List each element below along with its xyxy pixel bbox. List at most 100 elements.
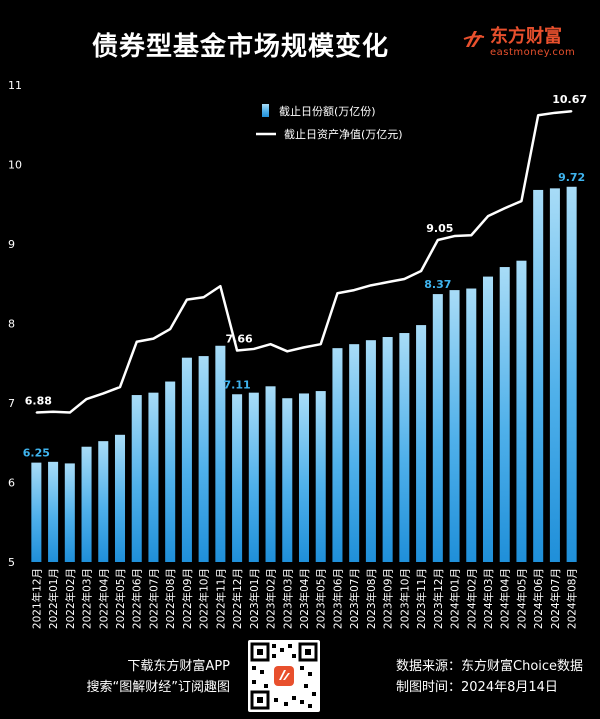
bar-30 bbox=[533, 189, 544, 562]
bar-25 bbox=[449, 290, 460, 562]
bar-28 bbox=[499, 267, 510, 562]
bond-fund-chart: 5 6 7 8 9 10 11 2021年12月 2022年01月 2022年02月 2022年0… bbox=[8, 79, 587, 629]
bar-15 bbox=[282, 398, 293, 562]
bar-21 bbox=[382, 337, 393, 562]
bar-value-label: 9.72 bbox=[558, 171, 585, 184]
line-point-2 bbox=[69, 411, 71, 414]
chart-title: 债券型基金市场规模变化 bbox=[92, 32, 390, 62]
line-point-31 bbox=[554, 112, 556, 114]
line-point-8 bbox=[169, 328, 171, 330]
footer-date-text: 制图时间：2024年8月14日 bbox=[396, 680, 558, 695]
bar-3 bbox=[81, 446, 92, 562]
qr-code bbox=[248, 640, 320, 712]
x-tick-label: 2022年10月 bbox=[198, 568, 211, 629]
line-point-1 bbox=[52, 410, 54, 413]
line-point-32 bbox=[570, 110, 573, 113]
bar-14 bbox=[265, 386, 276, 562]
bar-11 bbox=[215, 345, 226, 562]
footer-left: 下载东方财富APP 搜索“图解财经”订阅趣图 bbox=[50, 656, 230, 698]
x-axis: 2021年12月 2022年01月 2022年02月 2022年03月 2022年04月… bbox=[30, 568, 578, 629]
line-point-26 bbox=[470, 234, 473, 237]
bar-27 bbox=[482, 276, 494, 562]
bar-7 bbox=[148, 392, 159, 562]
line-point-7 bbox=[152, 337, 155, 340]
line-point-24 bbox=[437, 239, 439, 241]
bar-value-label: 6.25 bbox=[23, 447, 50, 460]
y-tick-label: 11 bbox=[8, 79, 22, 92]
line-series bbox=[35, 109, 573, 414]
bar-18 bbox=[332, 348, 343, 562]
x-tick-label: 2024年04月 bbox=[499, 568, 512, 629]
footer-download-text: 下载东方财富APP bbox=[127, 659, 230, 674]
line-point-15 bbox=[286, 350, 289, 353]
line-point-25 bbox=[453, 235, 456, 237]
bar-5 bbox=[114, 434, 126, 562]
x-tick-label: 2023年10月 bbox=[398, 568, 411, 629]
x-tick-label: 2022年06月 bbox=[131, 568, 144, 629]
line-value-label: 7.66 bbox=[226, 333, 253, 346]
x-tick-label: 2022年04月 bbox=[97, 568, 110, 629]
x-tick-label: 2023年08月 bbox=[365, 568, 378, 629]
x-tick-label: 2022年01月 bbox=[47, 568, 60, 629]
line-point-17 bbox=[319, 343, 322, 345]
bar-8 bbox=[165, 381, 176, 562]
bar-6 bbox=[131, 395, 142, 562]
x-tick-label: 2023年01月 bbox=[248, 568, 261, 629]
y-tick-label: 10 bbox=[8, 159, 22, 172]
x-tick-label: 2022年12月 bbox=[231, 568, 244, 629]
x-tick-label: 2022年08月 bbox=[164, 568, 177, 629]
line-point-13 bbox=[253, 348, 255, 350]
x-tick-label: 2022年03月 bbox=[81, 568, 94, 629]
line-point-3 bbox=[85, 398, 88, 400]
y-tick-label: 8 bbox=[8, 318, 15, 331]
x-tick-label: 2022年09月 bbox=[181, 568, 194, 629]
line-point-11 bbox=[219, 285, 222, 287]
value-labels: 6.25 7.11 8.37 9.72 6.88 7.66 9.05 10.67 bbox=[23, 93, 587, 459]
x-tick-label: 2022年02月 bbox=[64, 568, 77, 629]
line-point-10 bbox=[202, 296, 205, 299]
x-tick-label: 2023年04月 bbox=[298, 568, 311, 629]
line-point-23 bbox=[420, 270, 422, 272]
brand-name-en: eastmoney.com bbox=[490, 47, 576, 58]
y-axis: 5 6 7 8 9 10 11 bbox=[8, 79, 22, 569]
y-tick-label: 9 bbox=[8, 238, 15, 251]
x-tick-label: 2024年01月 bbox=[449, 568, 462, 629]
bar-value-label: 8.37 bbox=[424, 278, 451, 291]
bar-29 bbox=[516, 260, 527, 562]
line-point-4 bbox=[102, 392, 105, 395]
x-tick-label: 2024年08月 bbox=[566, 568, 579, 629]
legend-label-bar: 截止日份额(万亿份) bbox=[279, 104, 376, 118]
x-tick-label: 2024年07月 bbox=[549, 568, 562, 629]
x-tick-label: 2021年12月 bbox=[30, 568, 43, 629]
brand-name-cn: 东方财富 bbox=[490, 26, 562, 47]
line-point-21 bbox=[386, 281, 389, 283]
x-tick-label: 2023年11月 bbox=[415, 568, 428, 629]
bar-1 bbox=[48, 461, 59, 562]
y-tick-label: 5 bbox=[8, 556, 15, 569]
bar-0 bbox=[31, 462, 42, 562]
line-point-5 bbox=[119, 386, 121, 388]
line-point-9 bbox=[186, 298, 188, 301]
line-point-16 bbox=[303, 346, 305, 349]
line-point-30 bbox=[537, 114, 539, 117]
line-point-22 bbox=[403, 278, 406, 280]
bar-13 bbox=[248, 392, 259, 562]
line-value-label: 10.67 bbox=[552, 93, 587, 106]
line-point-27 bbox=[487, 215, 489, 217]
bar-26 bbox=[466, 288, 477, 562]
x-tick-label: 2024年05月 bbox=[515, 568, 528, 629]
x-tick-label: 2022年11月 bbox=[214, 568, 227, 629]
x-tick-label: 2023年12月 bbox=[432, 568, 445, 629]
line-point-29 bbox=[520, 200, 523, 202]
bar-4 bbox=[98, 441, 109, 562]
line-point-14 bbox=[269, 343, 272, 345]
line-point-6 bbox=[135, 340, 138, 343]
bar-value-label: 7.11 bbox=[224, 378, 251, 391]
y-tick-label: 7 bbox=[8, 397, 15, 410]
x-tick-label: 2023年05月 bbox=[315, 568, 328, 629]
bar-20 bbox=[365, 340, 376, 562]
x-tick-label: 2024年03月 bbox=[482, 568, 495, 629]
bar-9 bbox=[181, 357, 192, 562]
x-tick-label: 2023年02月 bbox=[265, 568, 278, 629]
line-point-28 bbox=[503, 207, 506, 210]
